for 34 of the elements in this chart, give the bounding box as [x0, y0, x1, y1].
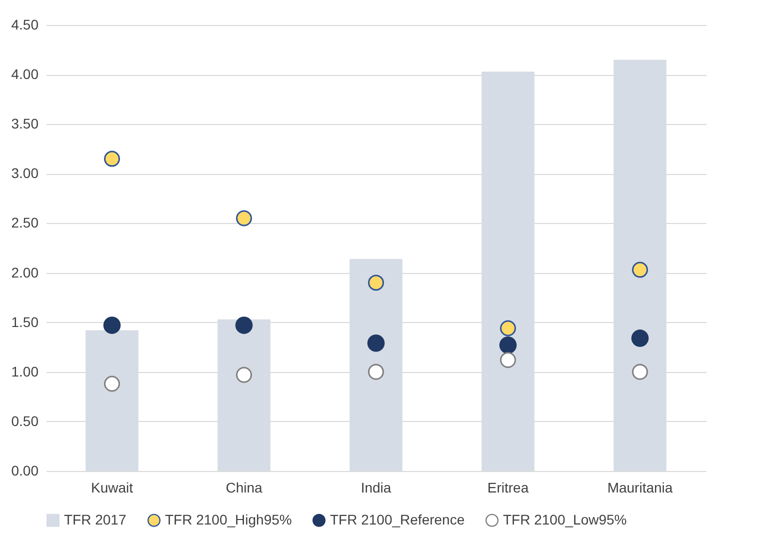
point [368, 364, 384, 380]
x-tick-label: India [360, 480, 392, 496]
point [368, 274, 384, 291]
y-tick-label: 3.00 [11, 165, 39, 182]
x-tick-label: Mauritania [607, 480, 673, 496]
point [236, 210, 252, 226]
point [632, 262, 648, 278]
point [500, 352, 516, 368]
legend-label: TFR 2100_High95% [165, 511, 292, 528]
point [104, 376, 120, 392]
x-tick-label: China [226, 480, 262, 496]
y-tick-label: 4.50 [11, 16, 39, 32]
legend-label: TFR 2100_Low95% [503, 511, 627, 528]
point [631, 330, 649, 347]
y-tick-label: 4.00 [11, 66, 39, 82]
point [104, 150, 120, 167]
x-tick-label: Kuwait [90, 480, 134, 496]
point [500, 320, 516, 336]
y-tick-label: 2.00 [11, 264, 39, 280]
y-tick-label: 0.00 [11, 462, 39, 478]
point [236, 366, 252, 383]
point [499, 336, 517, 354]
point [235, 316, 253, 334]
y-tick-label: 3.50 [11, 116, 39, 132]
legend-label: TFR 2017 [64, 511, 126, 528]
point [367, 334, 385, 352]
y-tick-label: 0.50 [11, 412, 39, 429]
y-tick-label: 1.00 [11, 363, 39, 380]
point [103, 316, 121, 334]
y-tick-label: 2.50 [11, 214, 39, 231]
y-tick-label: 1.50 [11, 314, 39, 330]
x-tick-label: Eritrea [487, 480, 529, 496]
legend-label: TFR 2100_Reference [330, 511, 465, 528]
point [632, 364, 648, 380]
